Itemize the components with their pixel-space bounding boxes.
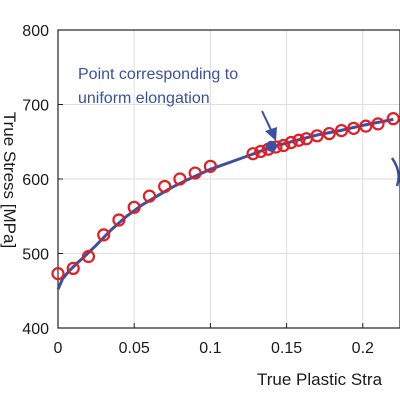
- data-point-marker: [276, 138, 291, 153]
- data-point-marker: [112, 213, 126, 227]
- annotation-line-1: Point corresponding to: [78, 66, 238, 83]
- data-point-marker: [347, 121, 361, 135]
- data-point-marker: [322, 126, 336, 141]
- y-tick-label: 700: [22, 98, 49, 115]
- data-point-marker: [142, 189, 157, 203]
- y-axis-label: True Stress [MPa]: [0, 112, 19, 248]
- data-point-marker: [292, 133, 306, 147]
- x-tick-label: 0.05: [119, 340, 150, 357]
- curved-arrow-fragment: [390, 157, 400, 187]
- x-axis-label: True Plastic Stra: [257, 370, 383, 389]
- annotation-line-2: uniform elongation: [78, 90, 210, 107]
- data-point-marker: [334, 123, 349, 138]
- data-point-marker: [81, 249, 96, 264]
- data-point-marker: [127, 200, 141, 214]
- uniform-elongation-point: [265, 140, 277, 152]
- fitted-curve-line: [56, 117, 394, 290]
- data-point-marker: [310, 129, 324, 143]
- x-tick-label: 0.15: [271, 340, 302, 357]
- data-point-marker: [203, 159, 217, 173]
- annotation-arrow: [261, 110, 277, 141]
- y-tick-label: 400: [22, 321, 49, 338]
- data-point-marker: [97, 228, 111, 242]
- data-point-marker: [359, 119, 373, 133]
- grid-lines: [58, 30, 400, 328]
- data-point-marker: [173, 172, 187, 186]
- data-point-marker: [386, 112, 400, 126]
- x-tick-label: 0: [54, 340, 63, 357]
- y-tick-label: 600: [22, 172, 49, 189]
- data-point-marker: [66, 261, 80, 275]
- data-point-marker: [254, 144, 268, 159]
- y-tick-label: 800: [22, 23, 49, 40]
- data-point-marker: [371, 117, 385, 131]
- series-layer: [51, 112, 400, 290]
- x-tick-label: 0.2: [352, 340, 374, 357]
- x-tick-label: 0.1: [199, 340, 221, 357]
- y-tick-label: 500: [22, 247, 49, 264]
- data-point-marker: [51, 267, 65, 281]
- axis-ticks: 0 0.05 0.1 0.15 0.2 400 500 600 700 800: [22, 23, 374, 357]
- data-point-marker: [284, 135, 298, 150]
- data-point-marker: [246, 147, 260, 161]
- data-point-marker: [158, 179, 172, 194]
- data-point-marker: [188, 166, 202, 180]
